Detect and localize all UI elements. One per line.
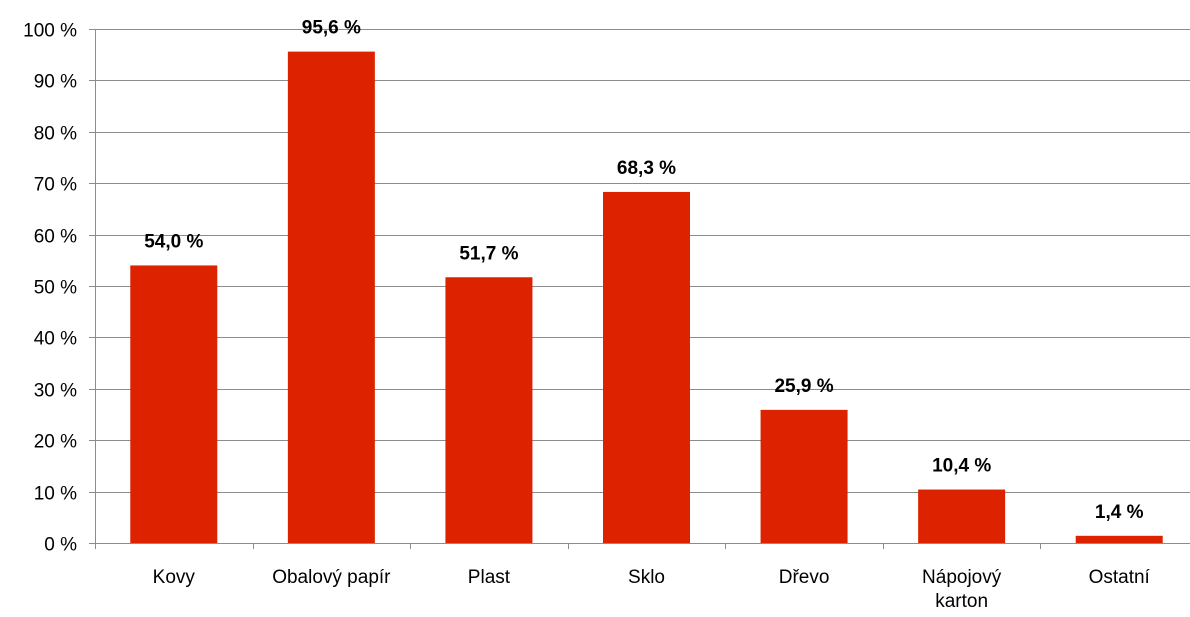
y-tick-label: 70 % bbox=[34, 175, 77, 196]
y-tick-label: 20 % bbox=[34, 432, 77, 453]
y-tick-label: 60 % bbox=[34, 227, 77, 248]
y-tick-label: 80 % bbox=[34, 124, 77, 145]
bars bbox=[130, 51, 1163, 544]
y-tick-label: 100 % bbox=[23, 21, 77, 42]
bar bbox=[445, 277, 533, 543]
x-category-labels: Kovy Obalový papír Plast Sklo Dřevo Nápojový k… bbox=[153, 567, 1151, 612]
bar bbox=[1075, 535, 1163, 543]
x-category-label: Kovy bbox=[153, 567, 196, 588]
data-label: 95,6 % bbox=[302, 18, 361, 39]
data-label: 68,3 % bbox=[617, 158, 676, 179]
x-category-label: Sklo bbox=[628, 567, 665, 588]
data-labels: 54,0 % 95,6 % 51,7 % 68,3 % 25,9 % 10,4 % 1,4 … bbox=[144, 18, 1143, 523]
x-category-label: Dřevo bbox=[779, 567, 830, 588]
y-tick-label: 50 % bbox=[34, 278, 77, 299]
y-tick-label: 40 % bbox=[34, 329, 77, 350]
x-category-label: Nápojový karton bbox=[922, 567, 1002, 612]
bar bbox=[603, 191, 690, 544]
data-label: 25,9 % bbox=[774, 376, 833, 397]
y-tick-label: 10 % bbox=[34, 484, 77, 505]
x-category-label: Ostatní bbox=[1089, 567, 1151, 588]
x-category-label: Plast bbox=[468, 567, 511, 588]
data-label: 10,4 % bbox=[932, 456, 991, 477]
bar bbox=[287, 51, 375, 544]
axes bbox=[89, 29, 1190, 549]
y-tick-label: 90 % bbox=[34, 72, 77, 93]
x-category-label: Obalový papír bbox=[272, 567, 391, 588]
data-label: 54,0 % bbox=[144, 231, 203, 252]
bar bbox=[760, 409, 848, 543]
y-tick-labels: 0 % 10 % 20 % 30 % 40 % 50 % 60 % 70 % 80 % 90 % 1… bbox=[23, 21, 77, 556]
data-label: 51,7 % bbox=[459, 243, 518, 264]
bar bbox=[130, 265, 218, 543]
data-label: 1,4 % bbox=[1095, 502, 1144, 523]
y-tick-label: 0 % bbox=[44, 535, 77, 556]
bar bbox=[918, 489, 1006, 543]
y-tick-label: 30 % bbox=[34, 381, 77, 402]
